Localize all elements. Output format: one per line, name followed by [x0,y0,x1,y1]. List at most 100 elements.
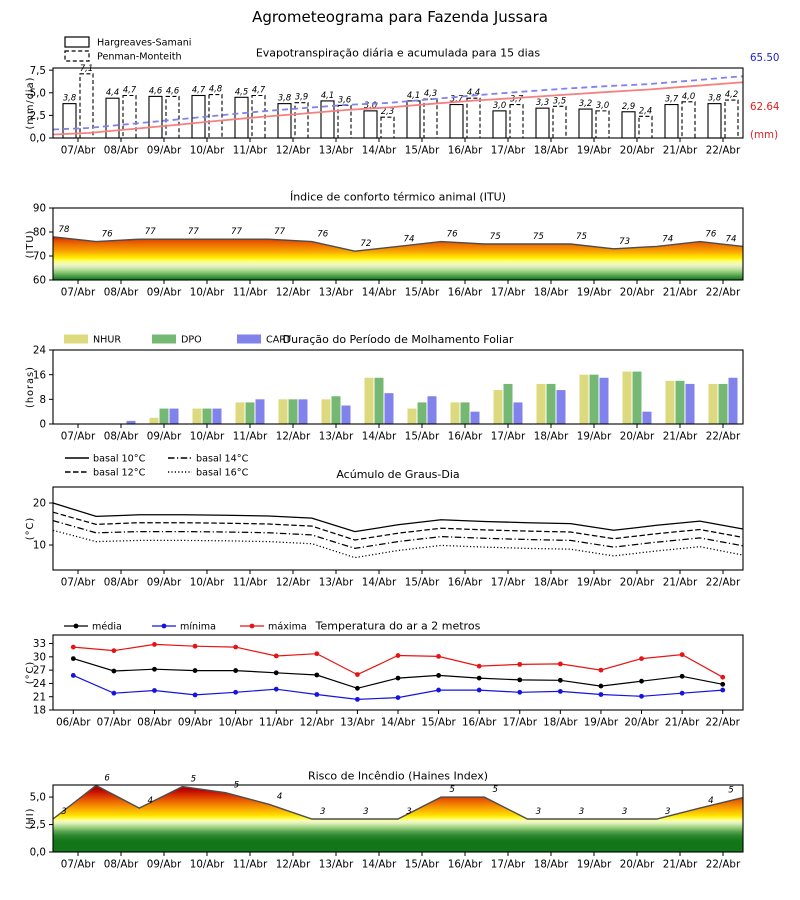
hargreaves-bar-label: 3,8 [278,93,291,103]
x-tick-label: 21/Abr [663,431,698,443]
penman-bar-label: 4,7 [252,84,266,94]
cart-bar [298,399,308,424]
máxima-marker [517,661,523,667]
penman-bar-label: 4,8 [209,84,222,94]
x-tick-label: 17/Abr [503,717,538,729]
point-value-label: 3 [665,807,670,817]
graus-legend-label: basal 10°C [93,454,146,465]
mínima-marker [355,696,360,702]
area-curve [52,784,744,820]
molhamento-chart: NHUR DPO CART 0 8 16 24 07/Abr 08/Abr 09/Abr 10/Ab… [25,333,744,443]
máxima-marker [720,674,726,680]
x-tick-label: 16/Abr [462,717,497,729]
x-tick-label: 22/Abr [706,577,741,589]
x-tick-label: 21/Abr [665,717,700,729]
point-value-label: 3 [363,807,368,817]
cart-bar [169,408,179,424]
y-axis-label: (HI) [25,808,36,830]
x-tick-label: 07/Abr [61,287,96,299]
y-tick-label: 80 [33,227,46,239]
plot-frame [52,634,744,711]
y-tick-label: 2,5 [30,110,46,122]
nhur-bar [579,374,589,424]
point-value-label: 75 [576,232,587,242]
area-fill [53,785,743,852]
média-marker [679,673,685,679]
point-value-label: 78 [59,225,70,235]
x-tick-label: 20/Abr [624,717,659,729]
máxima-legend-marker [249,623,255,629]
nhur-legend-label: NHUR [93,335,121,346]
x-tick-label: 21/Abr [663,145,698,157]
y-tick-label: 21 [33,691,46,703]
x-tick-label: 06/Abr [56,717,91,729]
chart-title: Índice de conforto térmico animal (ITU) [290,191,506,204]
x-tick-label: 12/Abr [276,859,311,871]
dpo-bar [589,374,599,424]
y-axis-label: (ITU) [25,230,36,259]
penman-legend-label: Penman-Monteith [97,52,182,63]
y-tick-label: 27 [33,665,46,677]
penman-bar [638,115,653,139]
x-tick-label: 21/Abr [663,859,698,871]
máxima-line [73,643,723,678]
mínima-legend-marker [161,623,167,629]
x-tick-label: 19/Abr [577,859,612,871]
dpo-bar [202,408,212,424]
x-tick-label: 12/Abr [276,577,311,589]
point-value-label: 76 [447,230,458,240]
mínima-marker [720,687,726,693]
penman-bar [509,103,524,139]
penman-bar-label: 3,6 [338,94,351,104]
point-value-label: 6 [104,774,110,784]
x-tick-label: 15/Abr [405,287,440,299]
mínima-marker [314,692,320,697]
hargreaves-bar-label: 3,0 [493,100,506,110]
máxima-marker [557,661,563,667]
mínima-marker [679,690,685,696]
x-tick-label: 12/Abr [276,145,311,157]
nhur-bar [149,417,159,424]
x-tick-label: 17/Abr [491,859,526,871]
x-tick-label: 17/Abr [491,145,526,157]
hargreaves-bar [578,108,593,139]
x-tick-label: 15/Abr [405,577,440,589]
x-tick-label: 21/Abr [663,577,698,589]
chart-title: Risco de Incêndio (Haines Index) [308,770,488,783]
chart-title: Evapotranspiração diária e acumulada par… [256,47,541,60]
x-tick-label: 16/Abr [448,859,483,871]
x-tick-label: 15/Abr [421,717,456,729]
point-value-label: 5 [449,785,454,795]
x-tick-label: 10/Abr [190,145,225,157]
mínima-marker [557,688,563,694]
point-value-label: 3 [536,807,541,817]
hargreaves-bar [449,103,464,139]
máxima-legend-label: máxima [268,621,307,633]
x-tick-label: 13/Abr [319,287,354,299]
cart-bar [599,377,609,424]
x-tick-label: 09/Abr [147,145,182,157]
média-marker [598,683,604,689]
hargreaves-bar-label: 3,8 [708,93,721,103]
x-tick-label: 16/Abr [448,431,483,443]
x-tick-label: 14/Abr [362,145,397,157]
hargreaves-bar-label: 3,7 [450,94,464,104]
penman-bar-label: 3,5 [553,95,566,105]
dpo-bar [245,402,255,424]
cart-bar [255,399,265,424]
plot-frame [52,486,744,571]
penman-legend-swatch [64,50,90,62]
y-tick-label: 5,0 [30,87,46,99]
x-tick-label: 12/Abr [300,717,335,729]
x-tick-label: 14/Abr [362,577,397,589]
penman-bar [681,101,696,139]
chart-title: Acúmulo de Graus-Dia [336,468,459,481]
hargreaves-bar-label: 4,5 [235,86,248,96]
hargreaves-bar [363,110,378,139]
média-marker [192,668,198,673]
x-tick-label: 13/Abr [319,577,354,589]
point-value-label: 75 [533,232,544,242]
mínima-marker [598,692,604,697]
y-axis-label: (°C) [25,517,36,540]
